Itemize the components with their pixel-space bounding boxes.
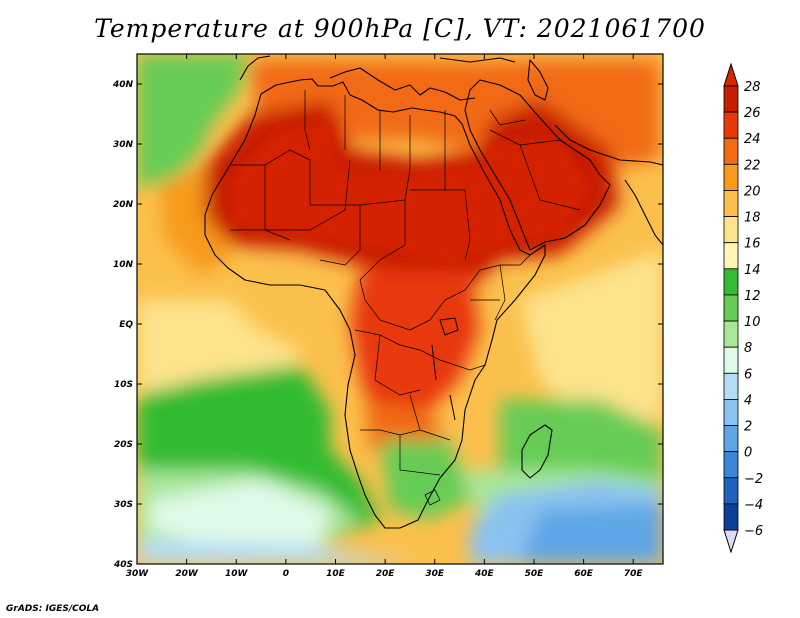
coastline-africa-mainland [204, 78, 546, 529]
colorbar-swatch [723, 425, 739, 453]
colorbar-swatch [723, 346, 739, 374]
colorbar-label: 18 [744, 211, 761, 226]
colorbar-swatch [723, 85, 739, 113]
colorbar-label: 6 [744, 367, 752, 382]
colorbar-swatch [723, 137, 739, 165]
border-horn-of-africa [470, 254, 531, 321]
coastline-madagascar [521, 424, 553, 479]
colorbar-swatch [723, 503, 739, 531]
colorbar-swatch [723, 320, 739, 348]
country-borders [230, 90, 581, 506]
colorbar-swatch [723, 268, 739, 296]
lat-tick-label: 30N [113, 140, 134, 150]
colorbar-label: −2 [744, 472, 763, 487]
lat-tick-label: EQ [119, 320, 133, 330]
coastline-arabia [464, 79, 611, 251]
lon-tick-label: 10W [225, 569, 249, 579]
longitude-axis: 30W 20W 10W 0 10E 20E 30E 40E 50E 60E 70E [126, 54, 644, 579]
africa-coastline [204, 55, 663, 529]
colorbar-swatch [723, 399, 739, 426]
colorbar-label: 22 [744, 158, 761, 173]
colorbar-swatch [723, 111, 739, 139]
colorbar-label: 0 [744, 446, 752, 461]
colorbar-swatch [723, 163, 739, 191]
colorbar-label: 10 [744, 315, 761, 330]
temperature-field [137, 54, 663, 564]
colorbar-label: −6 [744, 524, 763, 539]
coastline-caspian [527, 59, 549, 101]
lon-tick-label: 30E [425, 569, 445, 579]
map-frame [136, 53, 664, 565]
border-arabia [489, 109, 581, 211]
lat-tick-label: 10N [113, 260, 134, 270]
colorbar-label: 8 [744, 341, 752, 356]
colorbar-bottom-arrow [723, 529, 739, 554]
field-central-africa-orange [350, 270, 480, 430]
lon-tick-label: 50E [525, 569, 545, 579]
lon-tick-label: 20W [175, 569, 199, 579]
field-south-cold-pale [150, 480, 330, 545]
colorbar-label: 2 [744, 420, 752, 435]
colorbar-label: 20 [744, 184, 761, 199]
colorbar-label: 12 [744, 289, 761, 304]
colorbar-swatch [723, 242, 739, 270]
lake-malawi [449, 394, 456, 421]
border-central-africa [359, 189, 481, 331]
lat-tick-label: 40S [113, 560, 133, 570]
field-north-atlantic-green [137, 54, 250, 190]
lon-tick-label: 70E [624, 569, 644, 579]
lake-tanganyika [431, 344, 437, 381]
coastline-iran [554, 124, 663, 166]
lon-tick-label: 30W [126, 569, 150, 579]
colorbar-label: −4 [744, 498, 763, 513]
coastline-europe [239, 55, 476, 101]
colorbar-label: 28 [744, 80, 761, 95]
lat-tick-label: 30S [114, 500, 133, 510]
lat-tick-label: 10S [114, 380, 133, 390]
field-south-cold-blue [137, 540, 420, 564]
lat-tick-label: 40N [112, 80, 134, 90]
border-central-south [354, 329, 486, 476]
lat-tick-label: 20N [113, 200, 134, 210]
colorbar-label: 16 [744, 237, 761, 252]
lon-tick-label: 10E [326, 569, 346, 579]
field-indian-ocean-yellow [520, 250, 663, 420]
field-sahara-core [230, 120, 590, 265]
latitude-axis: 40N 30N 20N 10N EQ 10S 20S 30S 40S [112, 80, 663, 570]
colorbar-swatch [723, 372, 739, 400]
colorbar-swatch [723, 477, 739, 505]
field-southern-africa-green [380, 440, 470, 520]
colorbar-top-arrow [723, 62, 739, 87]
border-lesotho [424, 489, 441, 506]
chart-title: Temperature at 900hPa [C], VT: 202106170… [94, 14, 706, 43]
coastline-black-sea [439, 57, 516, 63]
colorbar-swatch [723, 190, 739, 217]
colorbar-swatch [723, 451, 739, 479]
lon-tick-label: 0 [283, 569, 289, 579]
lon-tick-label: 60E [574, 569, 594, 579]
colorbar-label: 24 [744, 132, 761, 147]
field-far-south-blue [520, 505, 663, 564]
lon-tick-label: 40E [474, 569, 495, 579]
colorbar-label: 4 [744, 393, 752, 408]
colorbar-label: 14 [744, 263, 761, 278]
coastline-india [624, 179, 663, 246]
border-north-africa [304, 90, 446, 190]
border-west-africa [230, 115, 411, 266]
colorbar-swatch [723, 216, 739, 244]
lake-victoria [439, 317, 459, 336]
colorbar-label: 26 [744, 106, 761, 121]
lon-tick-label: 20E [376, 569, 396, 579]
colorbar-swatch [723, 294, 739, 322]
grads-credit: GrADS: IGES/COLA [6, 604, 100, 614]
lat-tick-label: 20S [114, 440, 133, 450]
